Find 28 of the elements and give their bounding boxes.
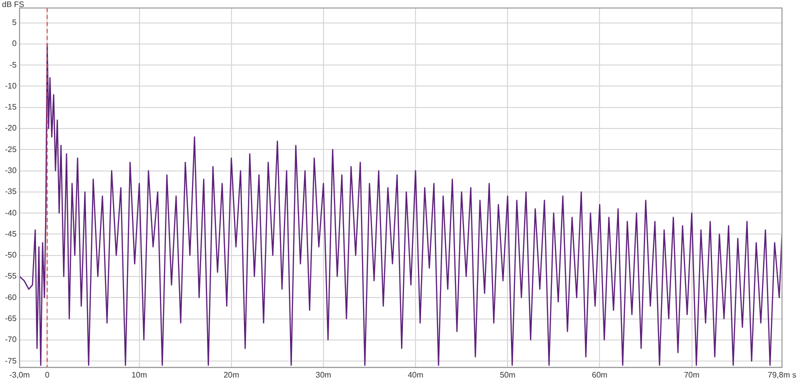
x-tick-label: 10m — [131, 370, 148, 380]
y-axis-title: dB FS — [2, 0, 24, 10]
x-tick-label: 60m — [592, 370, 608, 380]
x-tick-label: 40m — [408, 370, 424, 380]
y-tick-label: -75 — [5, 356, 18, 366]
y-tick-label: -25 — [5, 144, 18, 154]
x-tick-label: 20m — [224, 370, 240, 380]
y-tick-label: -55 — [5, 272, 18, 281]
y-tick-label: -5 — [9, 60, 18, 70]
y-tick-label: -35 — [5, 187, 18, 196]
y-tick-label: -65 — [5, 314, 18, 323]
y-tick-label: -50 — [5, 250, 18, 260]
y-tick-label: -15 — [5, 102, 18, 112]
y-tick-label: -20 — [5, 124, 18, 133]
y-tick-label: -60 — [5, 292, 18, 302]
y-tick-label: -40 — [5, 208, 18, 218]
x-tick-label: 30m — [316, 370, 332, 380]
y-tick-label: 0 — [12, 39, 18, 48]
y-tick-label: 5 — [12, 18, 18, 27]
x-tick-label: 50m — [500, 370, 516, 380]
y-tick-label: -45 — [5, 229, 18, 238]
x-tick-label: -3,0m — [9, 370, 30, 380]
y-tick-label: -70 — [5, 335, 18, 344]
x-tick-label: 0 — [44, 370, 50, 380]
x-tick-label: 79,8m s — [768, 370, 796, 380]
y-tick-label: -30 — [5, 166, 18, 175]
x-tick-label: 70m — [684, 370, 700, 380]
y-tick-label: -10 — [5, 81, 18, 90]
